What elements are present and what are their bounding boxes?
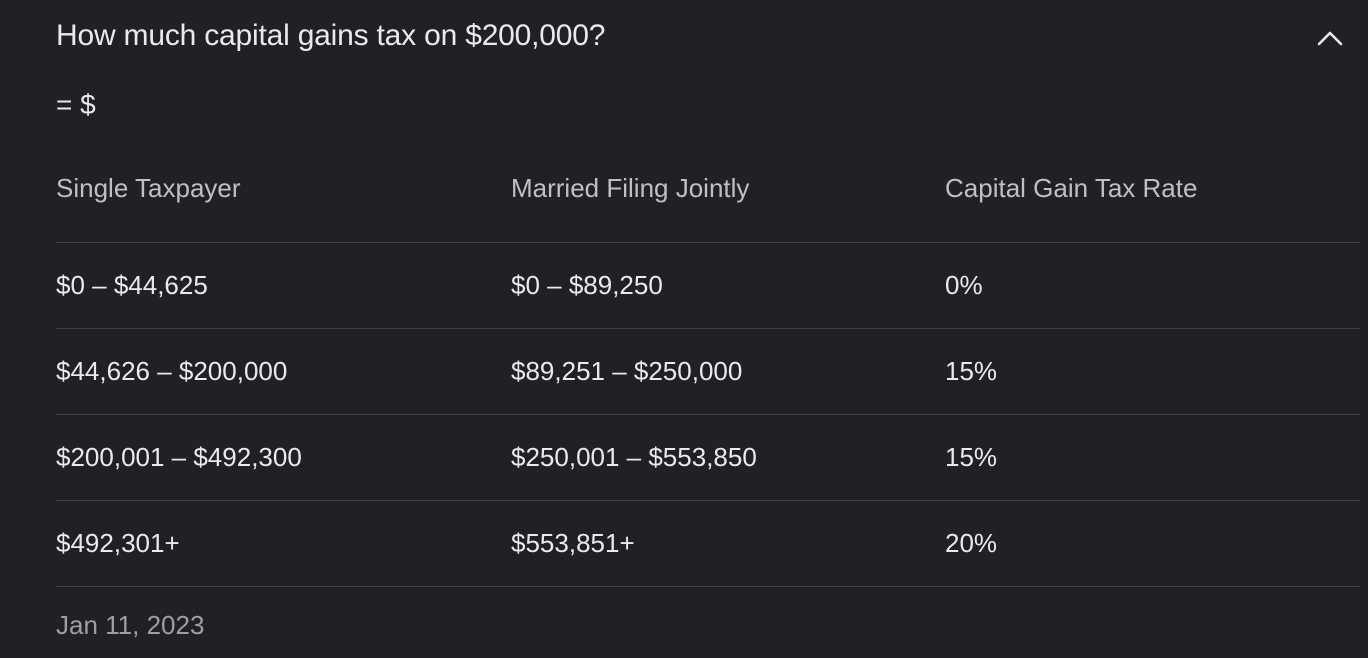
table-row: $492,301+ $553,851+ 20% xyxy=(56,501,1360,587)
table-cell: 0% xyxy=(945,270,983,300)
table-header-row: Single Taxpayer Married Filing Jointly C… xyxy=(56,154,1360,243)
snippet-date: Jan 11, 2023 xyxy=(56,610,205,640)
chevron-up-icon xyxy=(1317,31,1343,46)
table-row: $0 – $44,625 $0 – $89,250 0% xyxy=(56,243,1360,329)
question-row[interactable]: How much capital gains tax on $200,000? xyxy=(56,0,1360,72)
table-cell: $0 – $89,250 xyxy=(511,270,663,300)
table-cell: $44,626 – $200,000 xyxy=(56,356,288,386)
table-cell: $250,001 – $553,850 xyxy=(511,442,757,472)
collapse-button[interactable] xyxy=(1310,20,1350,56)
header-capital-gain-tax-rate: Capital Gain Tax Rate xyxy=(945,173,1198,203)
table-cell: 15% xyxy=(945,442,998,472)
table-row: $200,001 – $492,300 $250,001 – $553,850 … xyxy=(56,415,1360,501)
table-cell: $553,851+ xyxy=(511,528,635,558)
table-cell: $492,301+ xyxy=(56,528,180,558)
table-cell: 15% xyxy=(945,356,998,386)
table-cell: 20% xyxy=(945,528,998,558)
header-single-taxpayer: Single Taxpayer xyxy=(56,173,241,203)
table-cell: $200,001 – $492,300 xyxy=(56,442,302,472)
table-cell: $0 – $44,625 xyxy=(56,270,208,300)
table-cell: $89,251 – $250,000 xyxy=(511,356,743,386)
question-title[interactable]: How much capital gains tax on $200,000? xyxy=(56,19,606,52)
tax-rate-table: Single Taxpayer Married Filing Jointly C… xyxy=(56,154,1360,587)
header-married-filing-jointly: Married Filing Jointly xyxy=(511,173,750,203)
answer-text: = $ xyxy=(56,89,96,120)
table-row: $44,626 – $200,000 $89,251 – $250,000 15… xyxy=(56,329,1360,415)
